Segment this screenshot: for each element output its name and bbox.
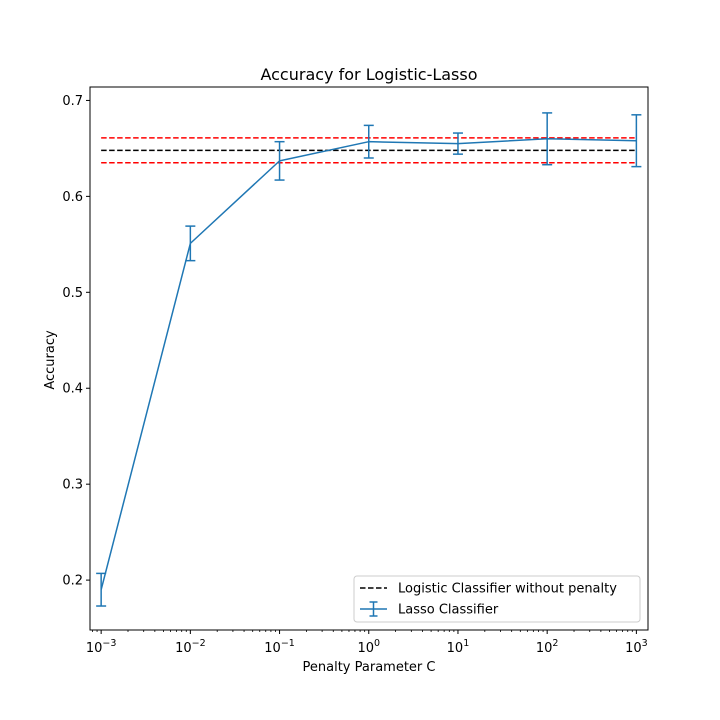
y-tick-label-5: 0.7 xyxy=(62,94,83,109)
y-tick-label-0: 0.2 xyxy=(62,574,83,589)
y-tick-label-3: 0.5 xyxy=(62,286,83,301)
y-tick-label-2: 0.4 xyxy=(62,382,83,397)
legend-frame xyxy=(353,575,641,623)
x-tick-label-2: 10−1 xyxy=(264,638,295,656)
x-tick-label-0: 10−3 xyxy=(86,638,117,656)
error-bar-4 xyxy=(452,132,463,155)
x-tick-label-3: 100 xyxy=(357,638,380,656)
legend-handle-1 xyxy=(360,601,387,617)
plot-area: 0.2 0.3 0.4 0.5 0.6 0.7 10−3 10−2 10−1 100 101 102 1… xyxy=(62,86,649,656)
x-tick-label-1: 10−2 xyxy=(175,638,206,656)
error-bar-3 xyxy=(363,124,374,159)
legend-label-0: Logistic Classifier without penalty xyxy=(398,582,617,597)
error-bar-2 xyxy=(274,140,285,181)
y-tick-label-4: 0.6 xyxy=(62,190,83,205)
error-bar-6 xyxy=(631,114,642,168)
x-tick-label-5: 102 xyxy=(536,638,559,656)
x-axis-label: Penalty Parameter C xyxy=(303,660,436,675)
x-tick-label-6: 103 xyxy=(625,638,648,656)
chart-title: Accuracy for Logistic-Lasso xyxy=(260,65,477,84)
error-bar-1 xyxy=(185,225,196,262)
y-axis-label: Accuracy xyxy=(43,330,58,390)
y-tick-label-1: 0.3 xyxy=(62,478,83,493)
x-tick-label-4: 101 xyxy=(447,638,470,656)
error-bar-5 xyxy=(542,112,553,166)
legend: Logistic Classifier without penalty Lasso… xyxy=(353,575,641,623)
legend-label-1: Lasso Classifier xyxy=(398,603,499,618)
error-bar-0 xyxy=(96,572,107,607)
